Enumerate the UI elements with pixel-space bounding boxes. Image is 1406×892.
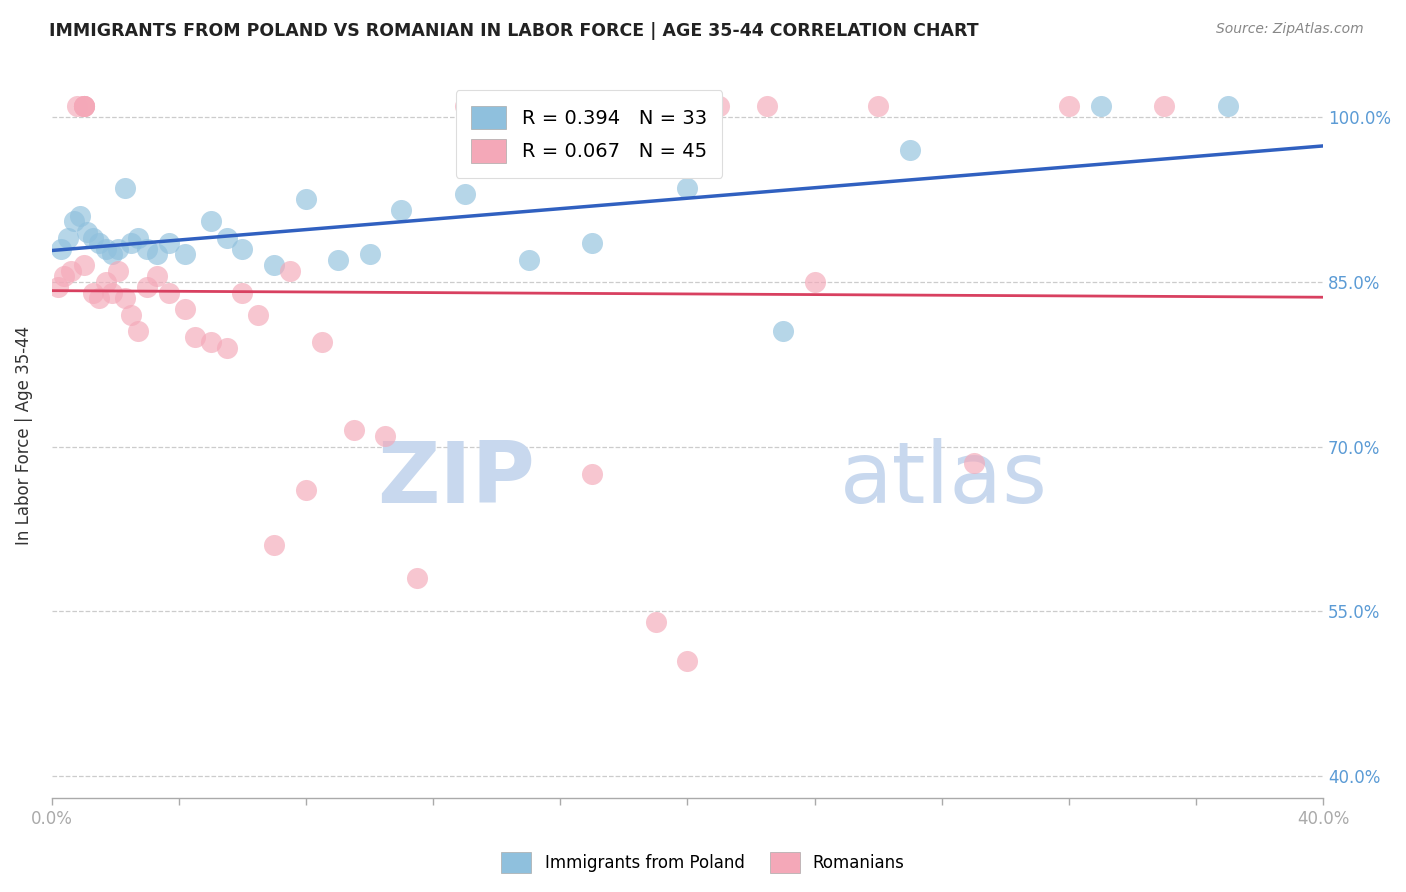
Point — [517, 99, 540, 113]
Point — [1216, 99, 1239, 113]
Point — [89, 291, 111, 305]
Point — [962, 456, 984, 470]
Point — [278, 264, 301, 278]
Point — [72, 99, 94, 113]
Point — [107, 242, 129, 256]
Point — [94, 275, 117, 289]
Point — [107, 264, 129, 278]
Point — [94, 242, 117, 256]
Point — [63, 214, 86, 228]
Legend: Immigrants from Poland, Romanians: Immigrants from Poland, Romanians — [495, 846, 911, 880]
Point — [76, 225, 98, 239]
Point — [581, 236, 603, 251]
Point — [1090, 99, 1112, 113]
Point — [89, 236, 111, 251]
Legend: R = 0.394   N = 33, R = 0.067   N = 45: R = 0.394 N = 33, R = 0.067 N = 45 — [456, 90, 723, 178]
Point — [709, 99, 731, 113]
Point — [69, 209, 91, 223]
Point — [120, 236, 142, 251]
Point — [359, 247, 381, 261]
Point — [184, 329, 207, 343]
Point — [295, 192, 318, 206]
Point — [157, 236, 180, 251]
Point — [263, 258, 285, 272]
Point — [898, 143, 921, 157]
Point — [136, 280, 159, 294]
Point — [101, 247, 124, 261]
Point — [263, 538, 285, 552]
Point — [231, 285, 253, 300]
Point — [174, 247, 197, 261]
Point — [82, 231, 104, 245]
Point — [82, 285, 104, 300]
Point — [326, 252, 349, 267]
Point — [145, 269, 167, 284]
Point — [389, 203, 412, 218]
Point — [120, 308, 142, 322]
Point — [581, 467, 603, 481]
Point — [127, 324, 149, 338]
Point — [772, 324, 794, 338]
Point — [66, 99, 89, 113]
Point — [803, 275, 825, 289]
Point — [72, 99, 94, 113]
Point — [868, 99, 890, 113]
Point — [53, 269, 76, 284]
Point — [56, 231, 79, 245]
Point — [343, 423, 366, 437]
Point — [200, 214, 222, 228]
Point — [454, 99, 477, 113]
Text: IMMIGRANTS FROM POLAND VS ROMANIAN IN LABOR FORCE | AGE 35-44 CORRELATION CHART: IMMIGRANTS FROM POLAND VS ROMANIAN IN LA… — [49, 22, 979, 40]
Point — [114, 181, 136, 195]
Point — [676, 181, 699, 195]
Point — [406, 571, 429, 585]
Y-axis label: In Labor Force | Age 35-44: In Labor Force | Age 35-44 — [15, 326, 32, 545]
Point — [72, 99, 94, 113]
Point — [1057, 99, 1080, 113]
Point — [755, 99, 778, 113]
Point — [644, 615, 666, 630]
Text: ZIP: ZIP — [377, 438, 534, 521]
Point — [311, 335, 333, 350]
Point — [374, 428, 396, 442]
Point — [517, 252, 540, 267]
Point — [114, 291, 136, 305]
Text: atlas: atlas — [839, 438, 1047, 521]
Point — [454, 186, 477, 201]
Point — [231, 242, 253, 256]
Point — [174, 302, 197, 317]
Point — [72, 99, 94, 113]
Point — [157, 285, 180, 300]
Point — [247, 308, 270, 322]
Point — [295, 483, 318, 498]
Point — [46, 280, 69, 294]
Point — [215, 341, 238, 355]
Point — [676, 654, 699, 668]
Point — [72, 258, 94, 272]
Point — [200, 335, 222, 350]
Point — [1153, 99, 1175, 113]
Point — [127, 231, 149, 245]
Point — [136, 242, 159, 256]
Point — [145, 247, 167, 261]
Text: Source: ZipAtlas.com: Source: ZipAtlas.com — [1216, 22, 1364, 37]
Point — [51, 242, 73, 256]
Point — [101, 285, 124, 300]
Point — [215, 231, 238, 245]
Point — [59, 264, 82, 278]
